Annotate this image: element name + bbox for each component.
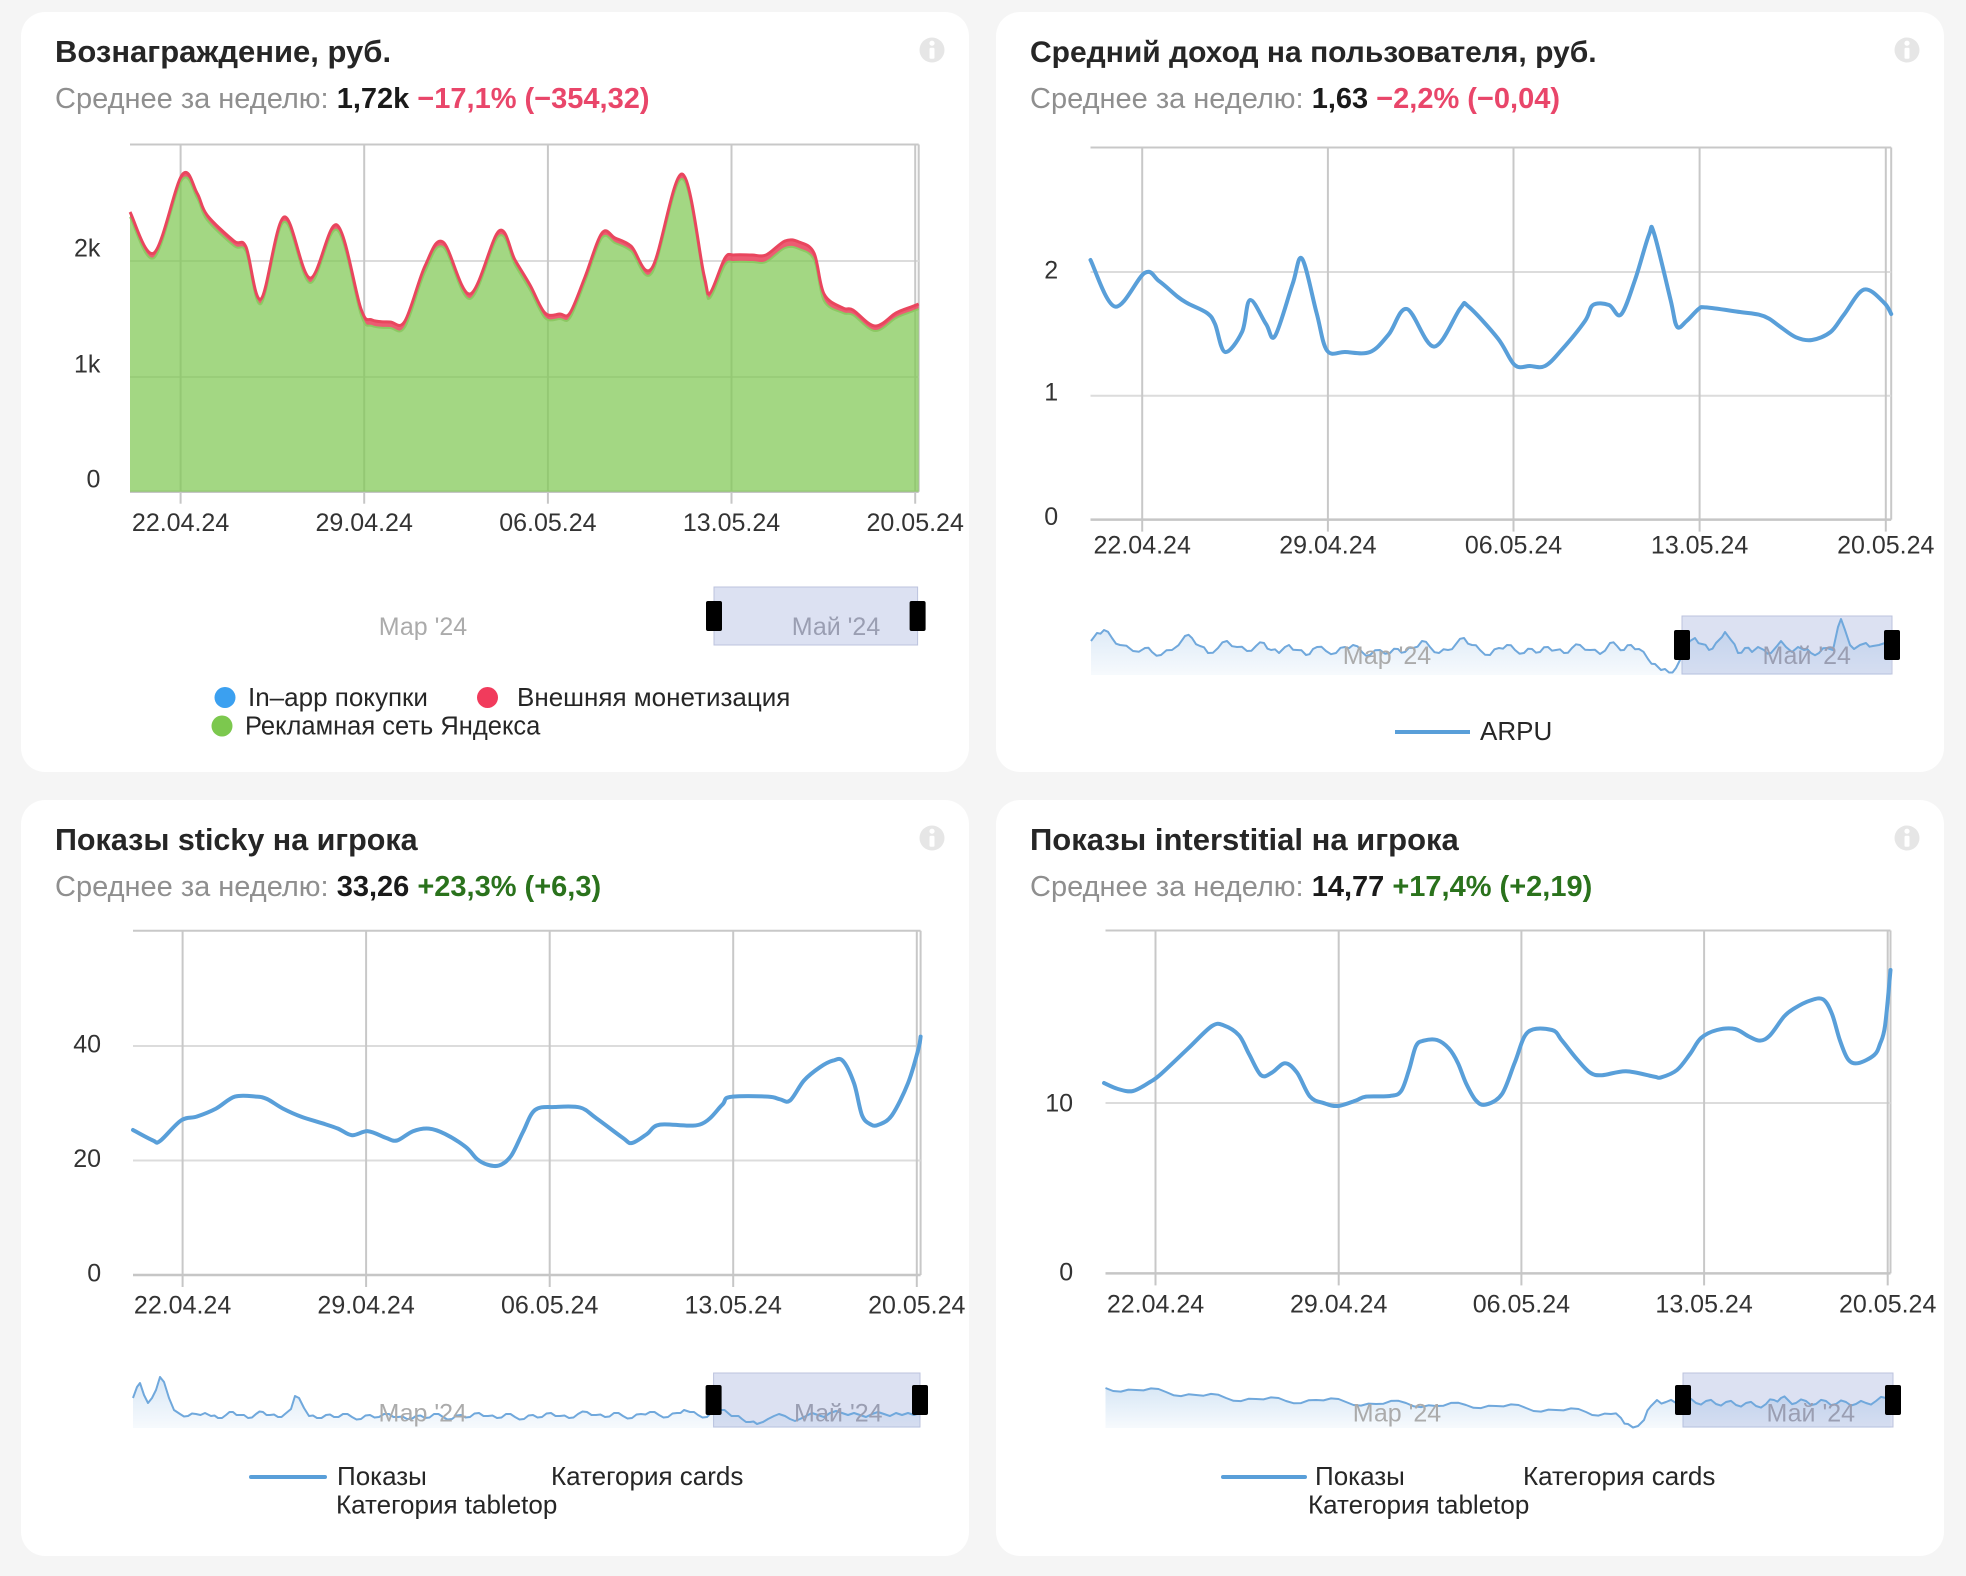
svg-text:Категория tabletop: Категория tabletop — [1308, 1490, 1529, 1520]
svg-text:Мар '24: Мар '24 — [1343, 642, 1432, 670]
svg-text:Среднее за неделю: 1,63 −2,2%: Среднее за неделю: 1,63 −2,2% (−0,04) — [1030, 83, 1560, 115]
svg-text:40: 40 — [73, 1031, 101, 1059]
svg-text:Внешняя монетизация: Внешняя монетизация — [517, 682, 790, 712]
svg-text:Категория tabletop: Категория tabletop — [336, 1490, 557, 1520]
svg-text:Вознаграждение, руб.: Вознаграждение, руб. — [55, 34, 391, 69]
svg-text:0: 0 — [1044, 503, 1058, 531]
svg-text:06.05.24: 06.05.24 — [501, 1292, 598, 1320]
svg-text:Май '24: Май '24 — [792, 613, 881, 641]
svg-text:0: 0 — [1059, 1258, 1073, 1286]
svg-text:Показы sticky на игрока: Показы sticky на игрока — [55, 823, 419, 857]
svg-text:Среднее за неделю: 14,77 +17,4: Среднее за неделю: 14,77 +17,4% (+2,19) — [1030, 871, 1592, 903]
svg-text:20.05.24: 20.05.24 — [1839, 1291, 1936, 1319]
svg-text:Показы interstitial на игрока: Показы interstitial на игрока — [1030, 822, 1460, 857]
svg-text:13.05.24: 13.05.24 — [683, 509, 780, 537]
svg-text:29.04.24: 29.04.24 — [1279, 532, 1376, 560]
svg-text:Среднее за неделю: 1,72k −17,1: Среднее за неделю: 1,72k −17,1% (−354,32… — [55, 83, 650, 115]
svg-text:Мар '24: Мар '24 — [379, 613, 468, 641]
svg-text:06.05.24: 06.05.24 — [1473, 1291, 1570, 1319]
svg-text:Май '24: Май '24 — [794, 1400, 883, 1428]
svg-text:29.04.24: 29.04.24 — [1290, 1291, 1387, 1319]
svg-text:10: 10 — [1045, 1089, 1073, 1117]
svg-text:Май '24: Май '24 — [1767, 1400, 1856, 1428]
svg-text:20.05.24: 20.05.24 — [1837, 532, 1934, 560]
svg-text:06.05.24: 06.05.24 — [1465, 532, 1562, 560]
svg-text:Мар '24: Мар '24 — [1353, 1400, 1442, 1428]
svg-text:Май '24: Май '24 — [1762, 642, 1851, 670]
svg-text:20.05.24: 20.05.24 — [867, 509, 964, 537]
svg-text:13.05.24: 13.05.24 — [1655, 1291, 1752, 1319]
svg-text:06.05.24: 06.05.24 — [499, 509, 596, 537]
svg-text:13.05.24: 13.05.24 — [685, 1292, 782, 1320]
svg-text:0: 0 — [87, 1260, 101, 1288]
svg-text:In–app покупки: In–app покупки — [248, 682, 428, 712]
svg-text:Среднее за неделю: 33,26 +23,3: Среднее за неделю: 33,26 +23,3% (+6,3) — [55, 871, 601, 903]
svg-text:Категория cards: Категория cards — [1523, 1461, 1715, 1491]
svg-text:22.04.24: 22.04.24 — [132, 509, 229, 537]
svg-text:Средний доход на пользователя,: Средний доход на пользователя, руб. — [1030, 36, 1597, 69]
svg-text:22.04.24: 22.04.24 — [1107, 1291, 1204, 1319]
svg-text:13.05.24: 13.05.24 — [1651, 532, 1748, 560]
svg-text:2: 2 — [1044, 256, 1058, 284]
svg-text:22.04.24: 22.04.24 — [1094, 532, 1191, 560]
svg-text:Мар '24: Мар '24 — [378, 1400, 467, 1428]
svg-text:ARPU: ARPU — [1480, 716, 1552, 746]
svg-text:Рекламная сеть Яндекса: Рекламная сеть Яндекса — [245, 713, 541, 741]
svg-text:Категория cards: Категория cards — [551, 1461, 743, 1491]
svg-text:20: 20 — [73, 1145, 101, 1173]
svg-text:1k: 1k — [74, 351, 101, 379]
svg-text:Показы: Показы — [337, 1461, 427, 1491]
svg-text:29.04.24: 29.04.24 — [317, 1292, 414, 1320]
svg-text:0: 0 — [86, 465, 100, 493]
svg-text:22.04.24: 22.04.24 — [134, 1292, 231, 1320]
svg-text:2k: 2k — [74, 235, 101, 263]
svg-text:Показы: Показы — [1315, 1461, 1405, 1491]
svg-text:1: 1 — [1044, 379, 1058, 407]
svg-text:20.05.24: 20.05.24 — [868, 1292, 965, 1320]
svg-text:29.04.24: 29.04.24 — [316, 509, 413, 537]
